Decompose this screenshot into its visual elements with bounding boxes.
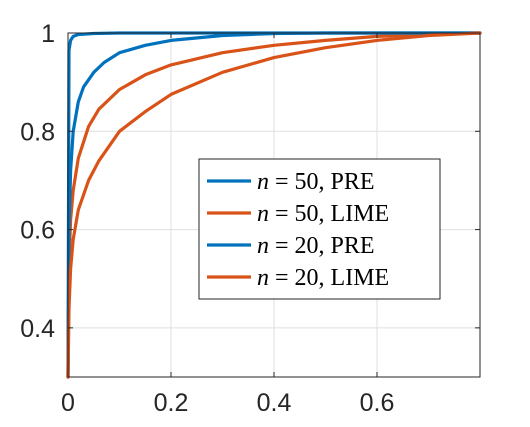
y-tick-label: 0.8	[20, 118, 55, 146]
legend: n = 50, PRE n = 50, LIME n = 20, PRE n = 20…	[198, 158, 441, 300]
legend-entry-label: n = 50, LIME	[257, 201, 389, 227]
legend-entry-label: n = 20, PRE	[257, 233, 375, 259]
y-tick-label: 0.6	[20, 217, 55, 245]
series-line-2	[66, 31, 482, 379]
legend-entry-label: n = 50, PRE	[257, 169, 375, 195]
x-tick-label: 0.4	[257, 389, 292, 417]
x-tick-label: 0.6	[360, 389, 395, 417]
x-tick-label: 0.2	[154, 389, 189, 417]
y-tick-label: 1	[41, 20, 55, 48]
legend-entry-label: n = 20, LIME	[257, 265, 389, 291]
ticks	[67, 32, 480, 377]
series-line-4	[66, 31, 482, 379]
tick-labels: 0 0.2 0.4 0.6 0.4 0.6 0.8 1	[20, 20, 394, 417]
x-tick-label: 0	[61, 389, 75, 417]
series-line-3	[66, 31, 482, 379]
y-tick-label: 0.4	[20, 315, 55, 343]
